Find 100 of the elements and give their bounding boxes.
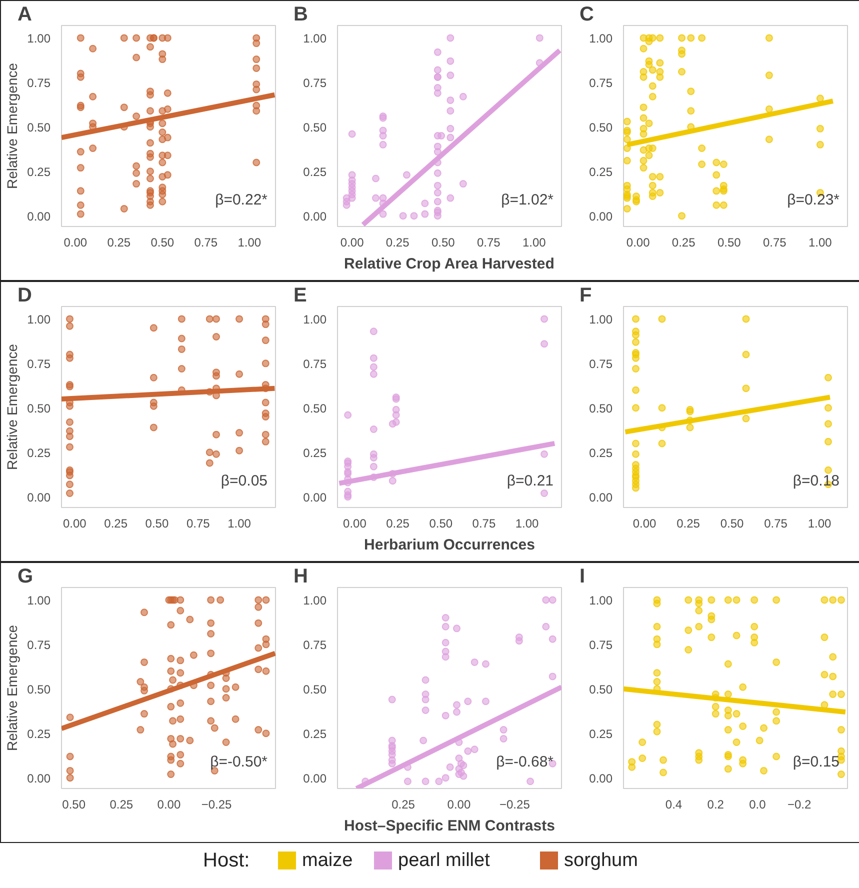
point xyxy=(66,490,74,498)
y-tick-label: 0.25 xyxy=(27,164,51,179)
point xyxy=(66,480,74,488)
y-tick-label: 1.00 xyxy=(27,593,51,608)
y-tick-label: 1.00 xyxy=(589,312,613,326)
y-tick-label: 0.25 xyxy=(303,726,327,741)
point xyxy=(370,462,378,470)
x-tick-label: 1.00 xyxy=(515,516,540,530)
point xyxy=(348,130,356,138)
point xyxy=(434,198,442,206)
point xyxy=(434,66,442,74)
point xyxy=(434,169,442,177)
point xyxy=(446,72,454,80)
point xyxy=(464,698,472,706)
annotation: β=-0.50* xyxy=(210,754,268,770)
annotation: β=0.21 xyxy=(506,472,554,490)
point xyxy=(372,174,380,182)
point xyxy=(464,747,472,755)
legend-label: maize xyxy=(302,850,353,871)
y-tick-label: 0.50 xyxy=(589,682,613,696)
x-axis-title: Herbarium Occurrences xyxy=(364,536,535,554)
x-tick-label: 0.00 xyxy=(447,798,471,812)
point xyxy=(370,354,378,362)
x-tick-label: 0.25 xyxy=(672,236,696,250)
point xyxy=(212,430,220,438)
chart-title: B xyxy=(294,4,308,26)
point xyxy=(632,338,640,346)
point xyxy=(632,484,640,492)
point xyxy=(212,332,220,340)
point xyxy=(262,413,270,421)
point xyxy=(392,411,400,419)
point xyxy=(206,315,214,323)
y-tick-label: 1.00 xyxy=(27,31,51,46)
point xyxy=(540,490,548,498)
point xyxy=(452,624,460,632)
point xyxy=(379,140,387,148)
x-tick-label: 0.00 xyxy=(343,516,367,530)
point xyxy=(482,698,490,706)
chart-title: H xyxy=(294,566,308,588)
x-tick-label: 0.00 xyxy=(632,516,657,530)
x-tick-label: 1.00 xyxy=(808,516,832,530)
point xyxy=(446,107,454,115)
point xyxy=(212,450,220,458)
x-tick-label: 0.00 xyxy=(626,236,650,250)
x-tick-label: 0.00 xyxy=(157,798,181,812)
point xyxy=(632,365,640,372)
point xyxy=(66,322,74,330)
point xyxy=(442,712,450,720)
y-tick-label: 0.25 xyxy=(27,446,51,460)
point xyxy=(434,148,442,156)
y-tick-label: 0.50 xyxy=(303,401,327,416)
y-tick-label: 0.75 xyxy=(303,638,327,652)
point xyxy=(236,429,244,437)
point xyxy=(824,404,832,412)
point xyxy=(150,424,158,432)
point xyxy=(658,440,666,448)
point xyxy=(150,374,158,382)
y-tick-label: 1.00 xyxy=(589,593,613,608)
y-tick-label: 0.50 xyxy=(303,682,327,696)
point xyxy=(442,774,450,782)
point xyxy=(500,734,508,742)
y-tick-label: 0.25 xyxy=(27,726,51,741)
point xyxy=(632,315,640,323)
annotation: β=0.15 xyxy=(792,754,840,770)
y-tick-label: 1.00 xyxy=(303,593,327,608)
point xyxy=(262,320,270,328)
point xyxy=(658,315,666,323)
chart-title: A xyxy=(18,4,32,26)
point xyxy=(370,328,378,336)
x-tick-label: 0.50 xyxy=(62,798,86,812)
point xyxy=(388,477,396,485)
point xyxy=(446,57,454,65)
point xyxy=(370,454,378,462)
point xyxy=(178,334,186,342)
point xyxy=(442,653,450,661)
point xyxy=(434,182,442,190)
y-tick-label: 1.00 xyxy=(303,312,327,326)
y-tick-label: 0.50 xyxy=(303,120,327,134)
point xyxy=(446,34,454,42)
point xyxy=(434,212,442,220)
point xyxy=(540,315,548,323)
x-tick-label: −0.2 xyxy=(788,798,812,812)
chart-title: I xyxy=(580,566,586,588)
annotation: β=0.05 xyxy=(220,472,268,490)
point xyxy=(206,459,214,467)
point xyxy=(66,315,74,323)
y-tick-label: 0.25 xyxy=(589,446,613,460)
y-tick-label: 0.75 xyxy=(589,356,613,371)
y-tick-label: 0.00 xyxy=(27,209,51,224)
x-tick-label: 0.50 xyxy=(431,236,456,250)
point xyxy=(452,701,460,709)
annotation: β=1.02* xyxy=(501,192,554,208)
y-tick-label: 0.00 xyxy=(303,209,327,224)
point xyxy=(824,438,832,446)
point xyxy=(470,658,478,666)
point xyxy=(632,331,640,339)
point xyxy=(459,92,467,100)
chart-title: D xyxy=(18,284,32,306)
point xyxy=(66,418,74,426)
point xyxy=(824,466,832,474)
